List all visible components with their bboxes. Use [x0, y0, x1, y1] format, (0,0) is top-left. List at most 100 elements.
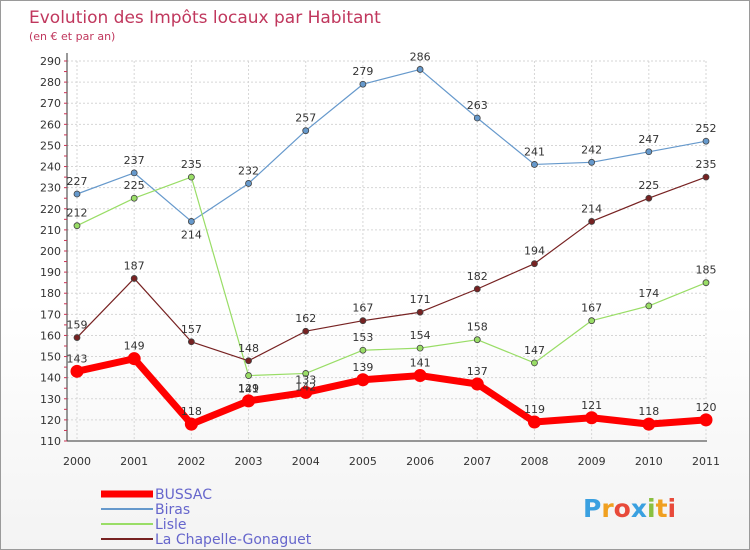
data-point — [245, 372, 252, 379]
data-point — [187, 173, 195, 181]
y-tick-label: 110 — [40, 435, 61, 448]
series-line-lisle — [76, 176, 707, 377]
data-point — [302, 127, 310, 135]
data-point — [73, 190, 81, 198]
y-tick-label: 210 — [40, 224, 61, 237]
legend-label: Lisle — [155, 517, 187, 533]
data-point — [127, 352, 141, 366]
data-point — [416, 66, 424, 73]
data-point — [245, 357, 252, 365]
data-point — [302, 370, 310, 377]
y-tick-label: 200 — [40, 245, 61, 258]
data-label: 235 — [696, 158, 717, 171]
y-tick-label: 140 — [40, 372, 61, 385]
data-label: 153 — [352, 331, 373, 344]
data-point — [70, 364, 84, 378]
data-label: 118 — [181, 405, 202, 418]
data-label: 242 — [581, 143, 602, 156]
data-label: 162 — [295, 312, 316, 325]
y-tick-label: 250 — [40, 139, 61, 152]
series-line-bussac — [73, 355, 710, 428]
data-point — [702, 137, 710, 145]
chart-title: Evolution des Impôts locaux par Habitant — [29, 8, 381, 28]
data-label: 119 — [524, 403, 545, 416]
y-tick-label: 170 — [40, 308, 61, 321]
data-point — [527, 415, 541, 429]
data-point — [187, 218, 195, 225]
x-tick-label: 2000 — [63, 455, 91, 468]
x-tick-label: 2002 — [177, 455, 205, 468]
y-tick-label: 180 — [40, 287, 61, 300]
data-point — [473, 285, 481, 293]
x-tick-label: 2004 — [292, 455, 320, 468]
data-label: 143 — [67, 352, 88, 365]
data-point — [416, 308, 424, 316]
data-label: 141 — [238, 383, 259, 396]
axes: 110 120 130 140 150 160 170 180 190 200 210 220 230 2… — [40, 53, 720, 468]
data-label: 137 — [467, 365, 488, 378]
data-label: 142 — [295, 380, 316, 393]
data-label: 227 — [67, 175, 88, 188]
logo-text: Proxiti — [583, 494, 676, 523]
data-point — [585, 411, 599, 425]
data-point — [645, 302, 653, 310]
data-point — [359, 346, 367, 354]
data-label: 148 — [238, 342, 259, 355]
data-point — [699, 413, 713, 427]
data-point — [73, 334, 81, 341]
series-line-la-chapelle-gonaguet — [76, 176, 707, 362]
data-point — [413, 369, 427, 383]
data-point — [242, 394, 256, 408]
y-tick-label: 120 — [40, 414, 61, 427]
data-label: 263 — [467, 99, 488, 112]
data-label: 120 — [696, 401, 717, 414]
data-label: 286 — [410, 50, 431, 63]
data-point — [416, 344, 424, 352]
data-label: 279 — [352, 65, 373, 78]
x-tick-label: 2006 — [406, 455, 434, 468]
y-tick-label: 220 — [40, 203, 61, 216]
y-tick-label: 190 — [40, 266, 61, 279]
data-point — [642, 417, 656, 431]
data-point — [187, 338, 195, 346]
data-point — [359, 317, 367, 325]
data-point — [130, 275, 138, 282]
data-point — [531, 359, 538, 367]
data-label: 214 — [581, 202, 602, 215]
data-point — [299, 385, 313, 399]
data-label: 157 — [181, 323, 202, 336]
data-point — [702, 279, 710, 287]
data-point — [356, 373, 370, 387]
y-tick-label: 160 — [40, 329, 61, 342]
y-tick-label: 130 — [40, 393, 61, 406]
data-point — [245, 180, 252, 187]
data-label: 141 — [410, 357, 431, 370]
data-label: 237 — [124, 154, 145, 167]
x-tick-label: 2005 — [349, 455, 377, 468]
data-point — [645, 148, 653, 156]
data-label: 149 — [124, 340, 145, 353]
data-point — [184, 417, 198, 431]
data-label: 133 — [295, 373, 316, 386]
legend-label: La Chapelle-Gonaguet — [155, 532, 312, 548]
data-label: 154 — [410, 329, 431, 342]
legend-label: BUSSAC — [155, 487, 212, 503]
data-point — [588, 158, 596, 166]
data-point — [531, 161, 538, 168]
data-label: 167 — [352, 302, 373, 315]
data-point — [588, 317, 596, 325]
data-point — [473, 114, 481, 122]
legend-label: Biras — [155, 502, 190, 518]
series-line-biras — [76, 68, 707, 223]
data-point — [130, 194, 138, 202]
y-tick-label: 240 — [40, 161, 61, 174]
x-tick-label: 2001 — [120, 455, 148, 468]
data-point — [473, 336, 481, 344]
data-point — [645, 194, 653, 202]
data-label: 194 — [524, 245, 545, 258]
data-label: 118 — [638, 405, 659, 418]
x-tick-label: 2007 — [463, 455, 491, 468]
data-label: 225 — [638, 179, 659, 192]
